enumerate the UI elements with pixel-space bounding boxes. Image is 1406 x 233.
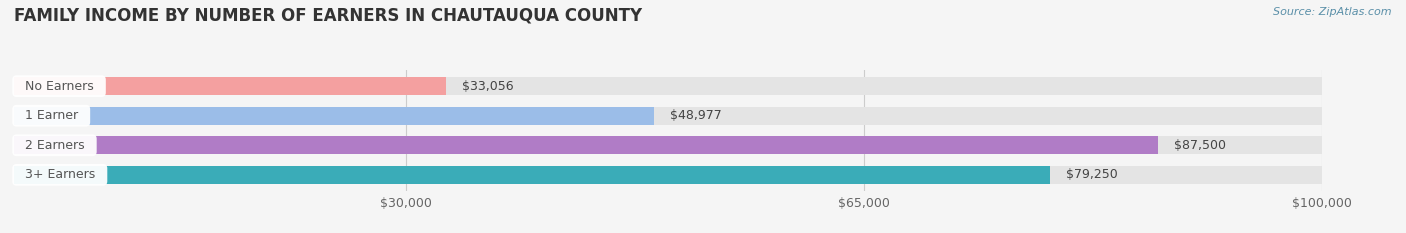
Text: FAMILY INCOME BY NUMBER OF EARNERS IN CHAUTAUQUA COUNTY: FAMILY INCOME BY NUMBER OF EARNERS IN CH… — [14, 7, 643, 25]
Bar — [14, 106, 654, 125]
Bar — [14, 166, 1050, 184]
Bar — [14, 106, 1322, 125]
Text: $48,977: $48,977 — [671, 109, 721, 122]
Text: No Earners: No Earners — [17, 80, 101, 93]
Text: Source: ZipAtlas.com: Source: ZipAtlas.com — [1274, 7, 1392, 17]
Text: $33,056: $33,056 — [463, 80, 513, 93]
Text: 3+ Earners: 3+ Earners — [17, 168, 103, 181]
Bar — [14, 77, 446, 95]
Text: $87,500: $87,500 — [1174, 139, 1226, 152]
Text: 2 Earners: 2 Earners — [17, 139, 93, 152]
Bar — [14, 136, 1322, 154]
Bar — [14, 166, 1322, 184]
Bar — [14, 136, 1159, 154]
Text: $79,250: $79,250 — [1066, 168, 1118, 181]
Text: 1 Earner: 1 Earner — [17, 109, 86, 122]
Bar — [14, 77, 1322, 95]
